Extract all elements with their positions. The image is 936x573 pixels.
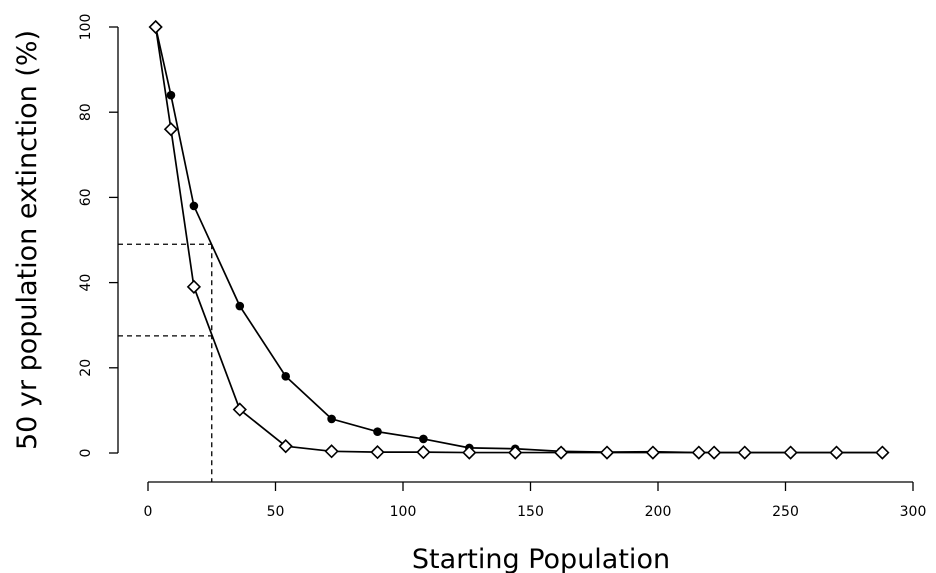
- x-tick-label: 150: [517, 504, 544, 520]
- series-2-point: [737, 445, 752, 460]
- series-2-point: [553, 445, 569, 460]
- x-axis: 0 50 100 150 200 250 300: [144, 481, 927, 520]
- series-1-point: [327, 414, 336, 424]
- y-tick-label: 0: [78, 449, 94, 458]
- series-1-point: [373, 427, 382, 437]
- series-2-point: [706, 445, 722, 460]
- series-2-point: [462, 445, 477, 460]
- x-tick-label: 200: [645, 504, 672, 520]
- series-line-2: [154, 26, 883, 454]
- x-axis-title: Starting Population: [412, 544, 670, 573]
- x-tick-label: 300: [900, 504, 927, 520]
- y-tick-label: 40: [78, 274, 94, 292]
- series-2-point: [783, 445, 798, 460]
- x-tick-label: 0: [144, 504, 153, 520]
- series-1-point: [235, 301, 245, 311]
- x-tick-label: 100: [390, 504, 417, 520]
- x-tick-label: 250: [772, 504, 799, 520]
- y-tick-label: 80: [78, 103, 94, 121]
- series-2-point: [875, 445, 890, 460]
- series-1-point: [189, 201, 199, 211]
- series-2-point: [324, 444, 339, 459]
- series-2-point: [645, 445, 661, 460]
- series-2-point: [599, 445, 615, 460]
- series-2-point: [148, 19, 163, 35]
- series-1-point: [281, 372, 291, 381]
- series-2-point: [370, 445, 385, 460]
- y-tick-label: 100: [78, 14, 94, 41]
- series-2-point: [232, 402, 247, 417]
- y-axis: 0 20 40 60 80 100: [78, 14, 119, 458]
- series-1-point: [166, 90, 176, 100]
- series-line-1: [154, 26, 883, 454]
- series-2-point: [416, 445, 431, 460]
- y-axis-title: 50 yr population extinction (%): [12, 30, 43, 450]
- reference-lines: [118, 243, 213, 482]
- series-layer: [148, 19, 890, 460]
- y-tick-label: 20: [78, 359, 94, 377]
- series-2-point: [163, 122, 179, 137]
- x-tick-label: 50: [267, 504, 285, 520]
- series-2-point: [829, 445, 844, 460]
- series-2-point: [691, 445, 706, 460]
- y-tick-label: 60: [78, 188, 94, 206]
- series-1-point: [419, 434, 428, 444]
- series-2-point: [508, 445, 523, 460]
- series-2-point: [278, 439, 293, 454]
- series-2-point: [186, 279, 202, 294]
